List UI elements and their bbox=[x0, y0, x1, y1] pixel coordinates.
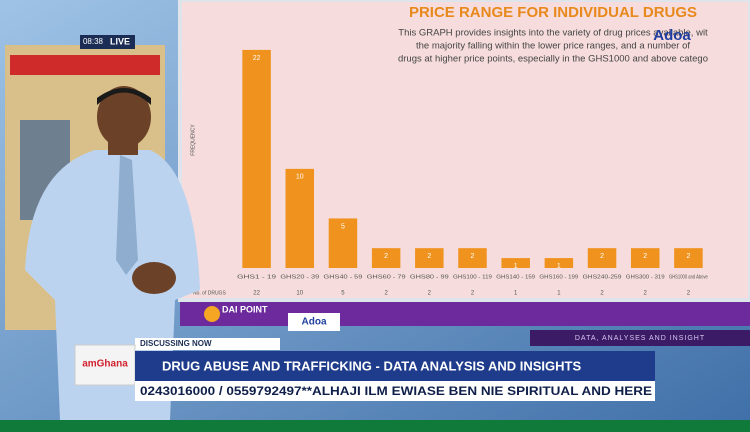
presenter-tie bbox=[116, 155, 138, 275]
row-value: 22 bbox=[253, 291, 260, 297]
presenter-hair bbox=[97, 88, 151, 105]
channel-logo: amGhana bbox=[82, 359, 128, 370]
data-label: 2 bbox=[600, 253, 604, 260]
discussing: DISCUSSING NOW bbox=[140, 339, 212, 348]
x-tick-label: GHS1000 and Above bbox=[669, 274, 708, 280]
channel-logo-box bbox=[74, 344, 136, 386]
x-tick-label: GHS1 - 19 bbox=[237, 274, 276, 280]
data-label: 22 bbox=[253, 55, 261, 62]
live-badge bbox=[80, 35, 135, 49]
x-tick-label: GHS160 - 199 bbox=[539, 274, 578, 280]
bar bbox=[544, 258, 574, 268]
bar bbox=[242, 49, 271, 269]
x-tick-label: GHS60 - 79 bbox=[367, 274, 406, 280]
x-tick-label: GHS300 - 319 bbox=[626, 274, 665, 280]
data-label: 2 bbox=[471, 253, 475, 260]
row-label: No. of DRUGS bbox=[193, 290, 226, 296]
headline: DRUG ABUSE AND TRAFFICKING - DATA ANALYS… bbox=[162, 358, 581, 373]
x-tick-label: GHS40 - 59 bbox=[324, 274, 363, 280]
row-value: 2 bbox=[428, 291, 432, 297]
bar bbox=[415, 248, 444, 268]
panel-right-strip bbox=[530, 330, 750, 346]
ticker-bar bbox=[135, 381, 655, 401]
data-label: 2 bbox=[384, 253, 388, 260]
row-value: 2 bbox=[471, 291, 475, 297]
row-value: 1 bbox=[557, 291, 561, 297]
data-label: 2 bbox=[686, 253, 690, 260]
row-value: 1 bbox=[514, 291, 518, 297]
panel-right: DATA, ANALYSES AND INSIGHT bbox=[575, 335, 705, 342]
x-tick-label: GHS80 - 99 bbox=[410, 274, 449, 280]
row-value: 2 bbox=[644, 291, 648, 297]
x-tick-label: GHS240-259 bbox=[583, 274, 622, 280]
bar bbox=[458, 248, 487, 268]
data-label: 5 bbox=[341, 223, 345, 230]
bar bbox=[501, 258, 530, 268]
data-label: 2 bbox=[427, 253, 431, 260]
bar bbox=[285, 168, 315, 268]
bar bbox=[371, 248, 401, 268]
chart-title: PRICE RANGE FOR INDIVIDUAL DRUGS bbox=[409, 4, 697, 21]
x-tick-label: GHS20 - 39 bbox=[280, 274, 319, 280]
discussing-box bbox=[135, 338, 280, 350]
row-value: 2 bbox=[600, 291, 604, 297]
chart-subtitle: the majority falling within the lower pr… bbox=[416, 41, 690, 52]
data-label: 1 bbox=[557, 263, 561, 270]
bar bbox=[328, 218, 358, 268]
data-label: 2 bbox=[643, 253, 647, 260]
presenter-hands bbox=[132, 262, 176, 294]
y-axis-label: FREQUENCY bbox=[190, 124, 196, 156]
bar bbox=[674, 248, 703, 268]
bar bbox=[587, 248, 617, 268]
row-value: 2 bbox=[384, 291, 388, 297]
side-screen-band bbox=[10, 55, 160, 75]
headline-bar bbox=[135, 351, 655, 381]
panel-icon bbox=[204, 306, 220, 322]
x-tick-label: GHS100 - 119 bbox=[453, 274, 492, 280]
row-value: 10 bbox=[296, 291, 303, 297]
panel-logo: Adoa bbox=[302, 317, 327, 328]
presenter-head bbox=[97, 86, 151, 148]
chart-subtitle: drugs at higher price points, especially… bbox=[398, 54, 708, 65]
panel-strip bbox=[180, 302, 750, 326]
bottom-strip bbox=[0, 420, 750, 432]
data-label: 1 bbox=[514, 263, 518, 270]
panel-left: DAI POINT bbox=[222, 304, 268, 314]
screen-logo: Adoa bbox=[653, 27, 691, 44]
chart-subtitle: This GRAPH provides insights into the va… bbox=[398, 28, 708, 39]
row-value: 5 bbox=[341, 291, 345, 297]
row-value: 2 bbox=[687, 291, 691, 297]
data-label: 10 bbox=[296, 174, 304, 181]
x-tick-label: GHS140 - 159 bbox=[496, 274, 535, 280]
bar bbox=[630, 248, 660, 268]
ticker: 0243016000 / 0559792497**ALHAJI ILM EWIA… bbox=[140, 384, 652, 398]
panel-logo-box bbox=[288, 313, 340, 331]
time: 08:38 bbox=[83, 37, 104, 46]
live: LIVE bbox=[110, 36, 130, 46]
